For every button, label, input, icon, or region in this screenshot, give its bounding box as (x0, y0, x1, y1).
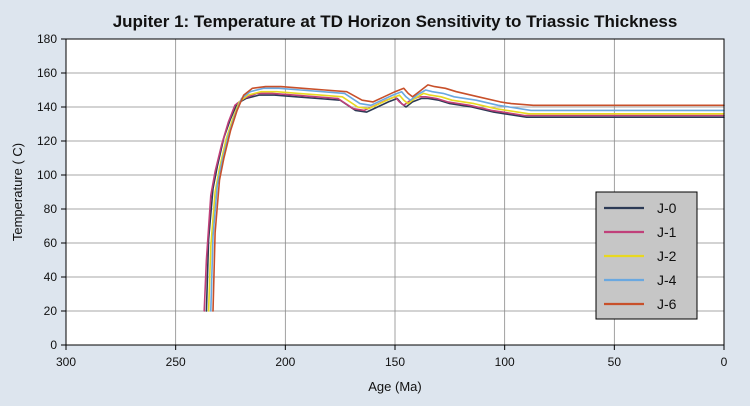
legend-label-j-2: J-2 (657, 248, 677, 264)
x-tick-label: 100 (495, 355, 515, 369)
legend-label-j-1: J-1 (657, 224, 677, 240)
x-tick-label: 0 (721, 355, 728, 369)
y-tick-label: 40 (44, 270, 58, 284)
y-axis-label: Temperature ( C) (10, 143, 25, 241)
legend-label-j-6: J-6 (657, 296, 677, 312)
x-tick-label: 300 (56, 355, 76, 369)
legend-label-j-0: J-0 (657, 200, 677, 216)
x-axis-label: Age (Ma) (368, 379, 421, 394)
y-tick-label: 120 (37, 134, 57, 148)
series-line-j-0 (205, 94, 725, 312)
series-line-j-6 (212, 84, 725, 312)
x-tick-label: 200 (275, 355, 295, 369)
y-tick-label: 180 (37, 32, 57, 46)
x-tick-label: 150 (385, 355, 405, 369)
x-tick-label: 50 (608, 355, 622, 369)
series-line-j-2 (207, 90, 725, 312)
y-tick-label: 20 (44, 304, 58, 318)
chart-title: Jupiter 1: Temperature at TD Horizon Sen… (113, 12, 678, 31)
y-tick-label: 160 (37, 66, 57, 80)
y-tick-label: 60 (44, 236, 58, 250)
y-tick-label: 140 (37, 100, 57, 114)
y-tick-label: 80 (44, 202, 58, 216)
x-tick-label: 250 (166, 355, 186, 369)
plot-border (65, 38, 725, 346)
legend-label-j-4: J-4 (657, 272, 677, 288)
y-tick-label: 0 (50, 338, 57, 352)
y-tick-label: 100 (37, 168, 57, 182)
legend: J-0 J-1 J-2 J-4 J-6 (595, 191, 698, 320)
